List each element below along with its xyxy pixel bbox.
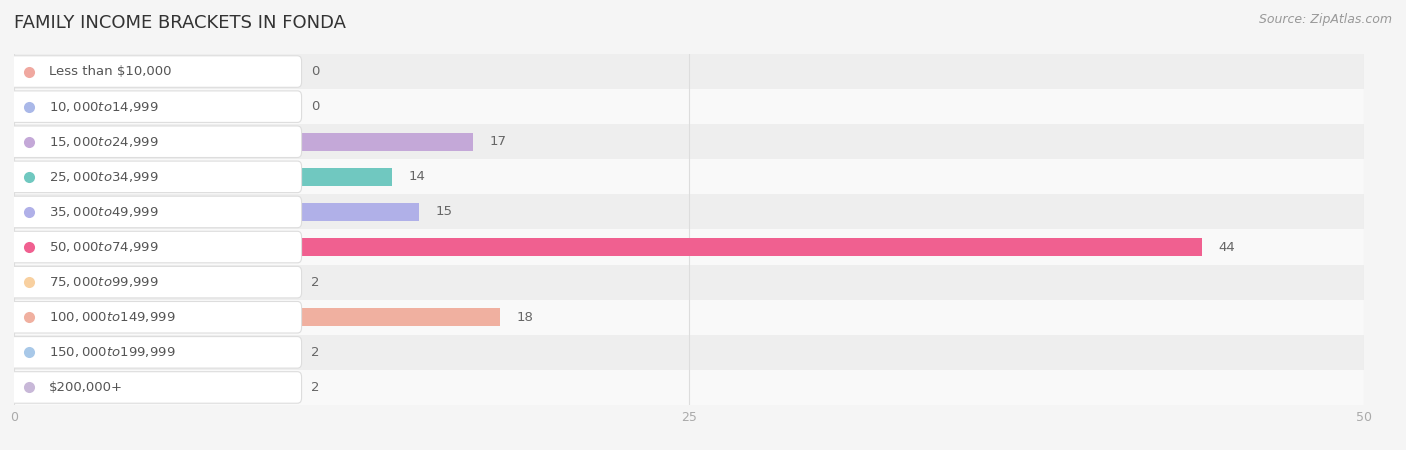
Text: $10,000 to $14,999: $10,000 to $14,999 bbox=[49, 99, 159, 114]
Text: $15,000 to $24,999: $15,000 to $24,999 bbox=[49, 135, 159, 149]
Bar bbox=[14, 54, 1364, 89]
FancyBboxPatch shape bbox=[10, 126, 301, 158]
Text: $75,000 to $99,999: $75,000 to $99,999 bbox=[49, 275, 159, 289]
Bar bbox=[14, 308, 501, 326]
Text: 17: 17 bbox=[489, 135, 506, 148]
Bar bbox=[14, 343, 67, 361]
FancyBboxPatch shape bbox=[10, 372, 301, 403]
Bar bbox=[14, 230, 1364, 265]
FancyBboxPatch shape bbox=[10, 161, 301, 193]
Text: $200,000+: $200,000+ bbox=[49, 381, 124, 394]
Bar bbox=[14, 238, 1202, 256]
Text: $35,000 to $49,999: $35,000 to $49,999 bbox=[49, 205, 159, 219]
Text: 14: 14 bbox=[408, 171, 425, 183]
Bar bbox=[14, 378, 67, 396]
Text: 44: 44 bbox=[1218, 241, 1234, 253]
Bar bbox=[14, 203, 419, 221]
Bar bbox=[14, 265, 1364, 300]
Text: 18: 18 bbox=[516, 311, 533, 324]
Text: Source: ZipAtlas.com: Source: ZipAtlas.com bbox=[1258, 14, 1392, 27]
FancyBboxPatch shape bbox=[10, 302, 301, 333]
Bar bbox=[14, 89, 1364, 124]
Text: $25,000 to $34,999: $25,000 to $34,999 bbox=[49, 170, 159, 184]
Bar bbox=[14, 168, 392, 186]
FancyBboxPatch shape bbox=[10, 337, 301, 368]
Text: 0: 0 bbox=[311, 100, 319, 113]
FancyBboxPatch shape bbox=[10, 56, 301, 87]
Text: Less than $10,000: Less than $10,000 bbox=[49, 65, 172, 78]
Text: $100,000 to $149,999: $100,000 to $149,999 bbox=[49, 310, 176, 324]
FancyBboxPatch shape bbox=[10, 266, 301, 298]
Bar bbox=[14, 273, 67, 291]
Text: 2: 2 bbox=[311, 276, 319, 288]
Text: $150,000 to $199,999: $150,000 to $199,999 bbox=[49, 345, 176, 360]
Text: $50,000 to $74,999: $50,000 to $74,999 bbox=[49, 240, 159, 254]
Bar bbox=[14, 159, 1364, 194]
FancyBboxPatch shape bbox=[10, 231, 301, 263]
FancyBboxPatch shape bbox=[10, 196, 301, 228]
Bar bbox=[14, 133, 472, 151]
FancyBboxPatch shape bbox=[10, 91, 301, 122]
Text: 0: 0 bbox=[311, 65, 319, 78]
Bar bbox=[14, 370, 1364, 405]
Text: 2: 2 bbox=[311, 346, 319, 359]
Text: FAMILY INCOME BRACKETS IN FONDA: FAMILY INCOME BRACKETS IN FONDA bbox=[14, 14, 346, 32]
Text: 15: 15 bbox=[436, 206, 453, 218]
Text: 2: 2 bbox=[311, 381, 319, 394]
Bar bbox=[14, 300, 1364, 335]
Bar bbox=[14, 124, 1364, 159]
Bar bbox=[14, 194, 1364, 230]
Bar bbox=[14, 335, 1364, 370]
